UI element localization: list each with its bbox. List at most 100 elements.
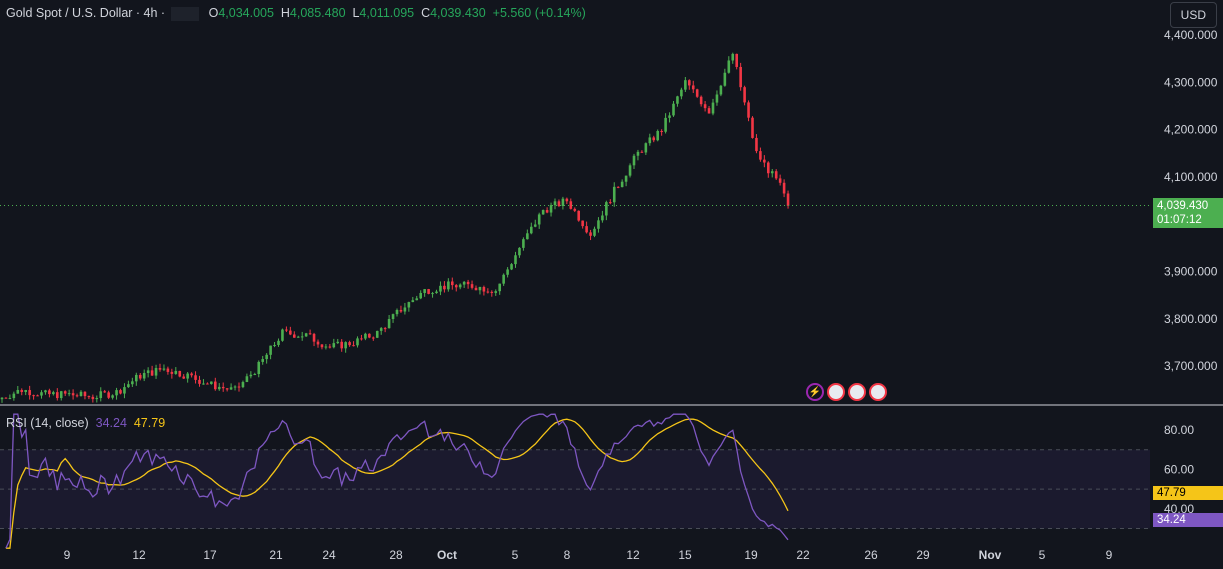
candle <box>257 361 261 375</box>
candle <box>470 284 474 288</box>
candle <box>166 368 170 372</box>
candle <box>419 292 422 299</box>
us-flag-icon[interactable] <box>869 383 887 401</box>
candle <box>593 228 596 236</box>
candle <box>308 333 312 335</box>
candle <box>553 201 557 206</box>
candle <box>707 108 711 114</box>
close-label: C <box>421 6 431 20</box>
candle <box>451 281 454 286</box>
candle <box>439 285 442 292</box>
candle <box>206 383 209 385</box>
candle <box>300 336 304 338</box>
time-tick: 8 <box>564 548 571 562</box>
candle <box>569 201 573 209</box>
close-value: 4,039.430 <box>430 6 486 20</box>
candle <box>340 341 343 349</box>
candle <box>609 202 612 204</box>
candle <box>770 171 774 174</box>
candle <box>95 398 99 400</box>
candle <box>530 226 533 234</box>
rsi-tick: 80.00 <box>1164 423 1194 437</box>
us-flag-icon[interactable] <box>848 383 866 401</box>
candle <box>79 391 83 397</box>
candle <box>407 302 411 308</box>
candle <box>59 391 63 399</box>
price-tick: 4,200.000 <box>1164 123 1218 137</box>
candle <box>435 291 438 294</box>
candle <box>395 309 399 315</box>
candle <box>225 388 229 390</box>
candle <box>293 334 296 338</box>
candle <box>364 333 367 339</box>
candle <box>146 370 150 374</box>
candle <box>518 247 521 256</box>
candle <box>281 329 284 341</box>
candle <box>91 396 95 400</box>
candle <box>162 368 166 370</box>
candle <box>577 210 580 221</box>
time-tick: 15 <box>678 548 692 562</box>
candle <box>672 103 675 116</box>
rsi-ma-value: 47.79 <box>133 416 166 430</box>
candle <box>573 208 577 211</box>
rsi-line <box>5 413 789 549</box>
candle <box>87 396 91 398</box>
candle <box>221 386 225 389</box>
candle <box>743 87 746 103</box>
candle <box>628 165 632 176</box>
candle <box>158 368 162 370</box>
time-tick: 28 <box>389 548 403 562</box>
candle <box>676 96 679 104</box>
candle <box>150 370 154 376</box>
candle <box>723 72 727 86</box>
candle <box>695 89 699 97</box>
candle <box>691 85 695 90</box>
bar-countdown: 01:07:12 <box>1157 214 1202 226</box>
candle <box>56 392 59 399</box>
candle <box>289 330 292 335</box>
candle <box>28 390 31 396</box>
rsi-ma-line <box>5 418 789 549</box>
candle <box>648 137 652 144</box>
price-tick: 4,300.000 <box>1164 75 1218 89</box>
candle <box>589 232 592 236</box>
candle <box>486 291 490 293</box>
lightning-icon[interactable]: ⚡ <box>806 383 824 401</box>
rsi-band <box>0 449 1150 529</box>
candle <box>668 115 671 118</box>
time-tick: 22 <box>796 548 810 562</box>
rsi-value: 34.24 <box>95 416 127 430</box>
candle <box>739 66 742 88</box>
candle <box>431 293 434 295</box>
candle <box>620 181 624 188</box>
candle <box>443 285 446 290</box>
candle <box>233 386 237 388</box>
candle <box>624 175 628 182</box>
high-value: 4,085.480 <box>289 6 346 20</box>
candle <box>127 384 130 388</box>
us-flag-icon[interactable] <box>827 383 845 401</box>
price-tick: 3,700.000 <box>1164 359 1218 373</box>
candle <box>447 281 450 290</box>
candle <box>711 102 715 114</box>
candle <box>253 374 257 376</box>
candle <box>727 60 731 73</box>
candle <box>403 307 407 312</box>
price-tick: 4,100.000 <box>1164 170 1218 184</box>
candle <box>490 291 494 293</box>
candle <box>494 291 498 293</box>
rsi-ma-label: 47.79 <box>1153 486 1223 500</box>
candle <box>44 390 47 393</box>
currency-button[interactable]: USD <box>1169 2 1217 28</box>
candle <box>285 329 288 331</box>
candle <box>660 131 663 133</box>
current-price-label: 4,039.430 01:07:12 <box>1153 198 1223 228</box>
candle <box>312 333 316 342</box>
candle <box>423 289 426 293</box>
low-value: 4,011.095 <box>359 6 415 20</box>
candle <box>12 393 16 399</box>
candle <box>296 336 300 338</box>
candle <box>510 264 513 270</box>
